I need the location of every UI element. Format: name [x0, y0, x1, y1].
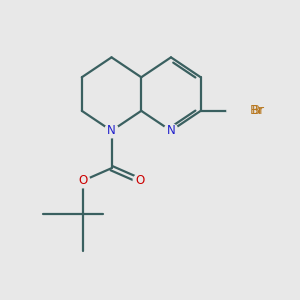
Circle shape [133, 174, 147, 188]
Text: N: N [167, 124, 176, 137]
Circle shape [76, 174, 90, 188]
Text: O: O [78, 174, 88, 187]
Circle shape [104, 124, 118, 138]
Text: O: O [136, 174, 145, 187]
Circle shape [227, 107, 234, 114]
Text: N: N [107, 124, 116, 137]
Text: Br: Br [251, 104, 265, 117]
Circle shape [164, 124, 178, 138]
Text: Br: Br [250, 104, 263, 117]
